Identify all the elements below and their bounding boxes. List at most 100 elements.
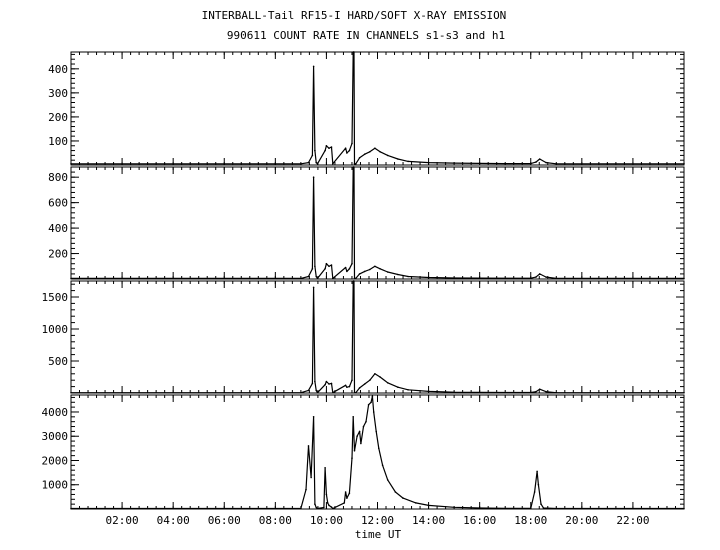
panel-1-data-point [353,163,356,165]
panel-4-data-point [351,457,353,459]
panel-2-y-tick-label: 400 [48,222,68,235]
panel-4-data-point [530,507,532,510]
panel-4-data-point [328,504,330,507]
panel-1-data-point [363,153,366,155]
x-tick-label: 08:00 [259,514,292,527]
panel-2-data-point [386,271,389,273]
panel-2-data-point [538,273,541,275]
panel-1-data-point [223,163,226,165]
panel-4-y-tick-label: 1000 [42,479,69,492]
panel-1-data-point [355,163,357,165]
panel-2-data-point [315,275,318,278]
panel-3-data-point [346,386,348,389]
panel-4-data-point [344,491,347,493]
panel-1-data-point [386,154,389,157]
panel-2-data-point [545,276,547,278]
panel-2-data-point [316,277,319,280]
panel-3-data-point [121,391,123,394]
panel-3-data-point [325,380,328,383]
panel-3-series-line [71,280,684,394]
panel-4-data-point [330,506,333,508]
panel-3-data-point [316,391,319,394]
panel-4-data-point [352,416,355,418]
panel-4-data-point [324,467,326,469]
panel-3-data-point [324,383,326,386]
panel-4-data-point [683,507,685,510]
panel-2-data-point [363,270,366,273]
x-tick-label: 06:00 [208,514,241,527]
x-tick-label: 22:00 [616,514,649,527]
panel-1-data-point [172,163,174,165]
panel-4-data-point [172,507,174,510]
panel-1-data-point [316,163,319,165]
x-tick-label: 20:00 [565,514,598,527]
panel-2-data-point [606,277,609,280]
panel-4-data-point [371,395,374,398]
panel-1-data-point [535,161,537,163]
panel-2-frame [70,166,685,280]
x-tick-label: 18:00 [514,514,547,527]
panel-2-data-point [324,268,326,270]
panel-1-data-point [504,162,507,165]
panel-4-data-point [362,425,365,428]
panel-4-data-point [346,497,348,499]
panel-2-data-point [427,276,430,279]
panel-2-data-point [453,277,455,279]
panel-4-data-point [305,488,307,491]
panel-1-data-point [606,163,609,165]
panel-1-data-point [307,161,310,164]
panel-1-data-point [379,151,381,153]
panel-3-data-point [545,390,547,393]
panel-4-data-point [307,445,310,447]
panel-3-data-point [683,391,685,394]
panel-3-data-point [374,373,376,375]
panel-1-data-point [121,163,123,165]
panel-3-data-point [70,391,72,394]
panel-3-data-point [606,391,609,394]
panel-4-data-point [360,442,362,445]
panel-1-data-point [274,163,277,165]
x-tick-label: 16:00 [463,514,496,527]
x-tick-label: 04:00 [157,514,190,527]
panel-3-data-point [300,391,302,394]
panel-3-data-point [274,391,277,394]
panel-1-series-line [71,51,684,165]
panel-2-data-point [172,277,174,280]
panel-3-data-point [369,379,371,382]
panel-4-data-point [402,497,404,499]
panel-2-y-tick-label: 800 [48,171,68,184]
panel-1-data-point [374,147,376,149]
panel-1-frame [70,51,685,166]
panel-1-data-point [346,152,348,154]
panel-4-data-point [415,502,417,504]
panel-1-data-point [348,149,351,152]
panel-1-data-point [555,163,558,165]
panel-1-data-point [324,149,326,152]
x-tick-label: 12:00 [361,514,394,527]
panel-2-data-point [300,277,302,280]
panel-3-data-point [332,391,334,394]
panel-2-y-tick-label: 200 [48,248,68,261]
panel-2-data-point [325,262,328,265]
panel-4-data-point [540,503,542,505]
panel-1-data-point [453,162,455,164]
panel-1-data-point [358,157,361,159]
panel-3-data-point [504,391,507,394]
panel-4-data-point [356,435,358,438]
panel-4-data-point [536,470,538,473]
panel-2-data-point [353,166,355,168]
x-axis-label: time UT [355,528,402,541]
panel-2-data-point [344,266,347,269]
panel-2-data-point [407,275,409,278]
panel-4-data-point [542,507,545,509]
panel-4-data-point [314,503,316,505]
panel-1-data-point [344,147,347,149]
panel-2-data-point [355,277,357,280]
panel-4-data-point [555,507,558,510]
panel-3-data-point [315,389,318,392]
panel-4-data-point [310,476,312,479]
panel-1-data-point [545,161,547,164]
panel-3-data-point [530,391,532,394]
panel-4-data-point [394,491,397,493]
panel-4-data-point [312,416,315,418]
